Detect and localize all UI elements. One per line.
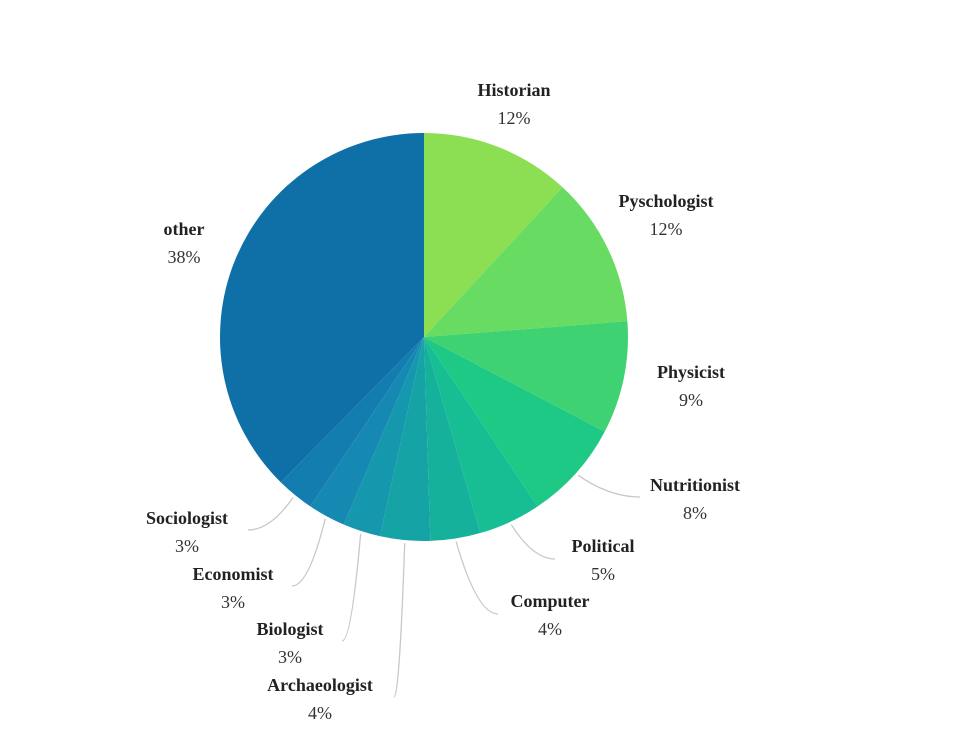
slice-value-biologist: 3% [278,647,302,667]
slice-label-physicist: Physicist [657,362,725,382]
pie-slice-nutritionist [424,337,605,507]
slice-value-archaeologist: 4% [308,703,332,723]
slice-label-computer: Computer [511,591,590,611]
slice-value-physicist: 9% [679,390,703,410]
slice-label-archaeologist: Archaeologist [267,675,373,695]
pie-slice-other [220,133,424,483]
leader-line-biologist [341,534,362,642]
pie-slice-sociologist [280,337,424,507]
leader-lines [247,474,641,698]
pie-slice-historian [424,133,563,337]
slice-label-economist: Economist [193,564,274,584]
slice-label-sociologist: Sociologist [146,508,228,528]
slice-label-political: Political [572,536,635,556]
slice-value-nutritionist: 8% [683,503,707,523]
slice-value-other: 38% [168,247,201,267]
pie-slice-pyschologist [424,187,628,337]
leader-line-economist [291,518,326,587]
slice-value-sociologist: 3% [175,536,199,556]
leader-line-nutritionist [577,474,641,498]
leader-line-archaeologist [393,543,406,698]
pie-slice-archaeologist [379,337,431,541]
slice-label-historian: Historian [477,80,550,100]
leader-line-political [510,524,556,560]
pie-slice-political [424,337,538,534]
pie-slices [220,133,628,541]
pie-slice-biologist [343,337,424,537]
slice-value-computer: 4% [538,619,562,639]
pie-slice-computer [424,337,481,541]
slice-value-pyschologist: 12% [650,219,683,239]
slice-label-pyschologist: Pyschologist [618,191,713,211]
leader-line-sociologist [247,497,294,531]
slice-value-political: 5% [591,564,615,584]
leader-line-computer [455,541,499,615]
slice-label-biologist: Biologist [256,619,323,639]
slice-value-economist: 3% [221,592,245,612]
pie-slice-economist [310,337,424,525]
slice-label-nutritionist: Nutritionist [650,475,740,495]
slice-value-historian: 12% [498,108,531,128]
pie-slice-physicist [424,321,628,432]
slice-label-other: other [164,219,205,239]
slice-labels: Historian 12% Pyschologist 12% Physicist 9% Nu… [146,80,740,723]
